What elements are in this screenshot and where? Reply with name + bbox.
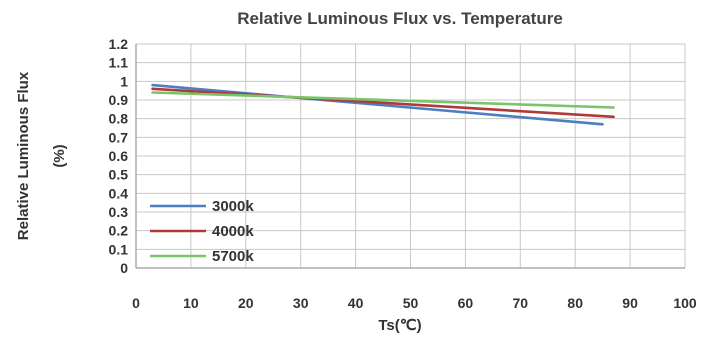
- x-tick-label: 40: [348, 295, 364, 311]
- x-tick-label: 20: [238, 295, 254, 311]
- y-tick-label: 1: [120, 73, 128, 89]
- y-tick-label: 0.5: [109, 167, 129, 183]
- y-tick-label: 1.1: [109, 55, 129, 71]
- legend-label-5700k: 5700k: [212, 248, 254, 265]
- y-tick-label: 0.9: [109, 92, 129, 108]
- x-tick-label: 100: [673, 295, 697, 311]
- x-tick-labels: 0 10 20 30 40 50 60 70 80 90 100: [132, 295, 697, 311]
- y-axis-label-unit: (%): [51, 144, 68, 167]
- x-tick-label: 90: [622, 295, 638, 311]
- x-axis-label: Ts(℃): [378, 317, 421, 334]
- series-line-5700k: [151, 91, 615, 109]
- y-tick-label: 0.6: [109, 148, 129, 164]
- legend: 3000k 4000k 5700k: [150, 198, 254, 265]
- y-axis-label: Relative Luminous Flux: [15, 71, 32, 240]
- x-tick-label: 50: [403, 295, 419, 311]
- y-tick-label: 0.8: [109, 111, 129, 127]
- x-tick-label: 60: [458, 295, 474, 311]
- x-tick-label: 10: [183, 295, 199, 311]
- x-tick-label: 70: [513, 295, 529, 311]
- x-tick-label: 0: [132, 295, 140, 311]
- y-tick-label: 1.2: [109, 36, 129, 52]
- y-tick-label: 0.2: [109, 223, 129, 239]
- legend-label-3000k: 3000k: [212, 198, 254, 215]
- y-tick-label: 0.3: [109, 204, 129, 220]
- x-tick-label: 80: [567, 295, 583, 311]
- y-tick-labels: 0 0.1 0.2 0.3 0.4 0.5 0.6 0.7 0.8 0.9 1 1.1 1.2: [109, 36, 129, 276]
- series-lines: [151, 83, 615, 126]
- series-line-4000k: [151, 87, 615, 119]
- legend-label-4000k: 4000k: [212, 223, 254, 240]
- x-tick-label: 30: [293, 295, 309, 311]
- y-tick-label: 0.4: [109, 185, 129, 201]
- chart-title: Relative Luminous Flux vs. Temperature: [237, 9, 563, 28]
- axes: [135, 44, 685, 269]
- y-tick-label: 0.7: [109, 129, 129, 145]
- y-tick-label: 0: [120, 260, 128, 276]
- series-line-3000k: [151, 83, 604, 126]
- y-tick-label: 0.1: [109, 241, 129, 257]
